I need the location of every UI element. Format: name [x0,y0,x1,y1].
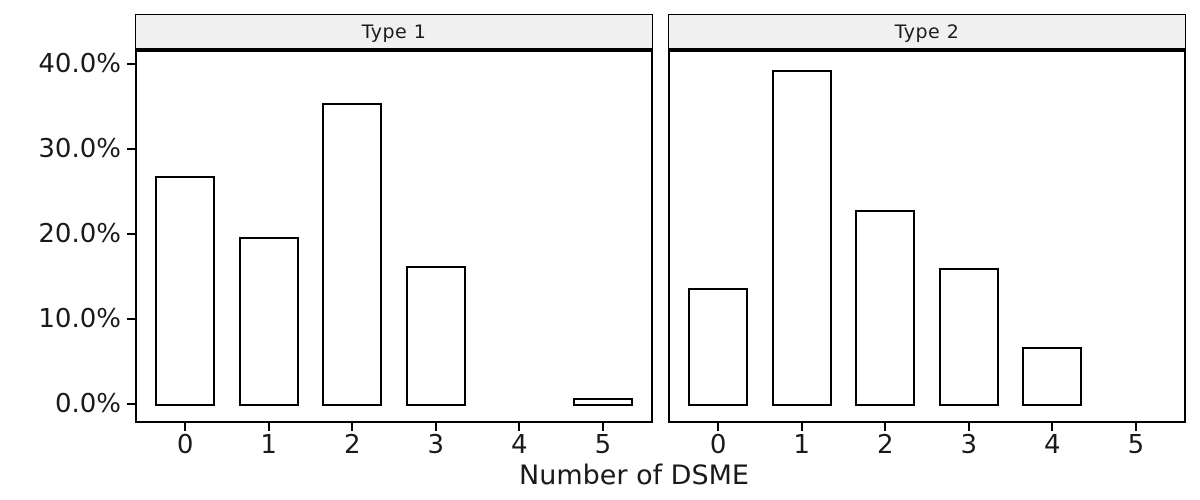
plot-area-type-2 [668,49,1186,423]
x-tick-label: 3 [960,430,978,460]
x-tick-mark [1134,423,1137,431]
bar [406,265,466,406]
x-tick-label: 2 [876,430,894,460]
y-tick-mark [127,63,135,65]
y-tick-mark [127,318,135,320]
facet-strip-type-1: Type 1 [135,14,653,49]
x-tick-mark [1051,423,1054,431]
x-tick-mark [518,423,521,431]
x-tick-mark [267,423,270,431]
y-tick-mark [127,233,135,235]
plot-area-type-1 [135,49,653,423]
bar [772,69,832,406]
x-tick-label: 2 [343,430,361,460]
y-tick-label: 30.0% [38,134,121,164]
bar [939,267,999,406]
facet-strip-label: Type 2 [894,20,960,43]
x-tick-label: 1 [260,430,277,460]
x-tick-mark [717,423,720,431]
x-tick-label: 5 [594,430,612,460]
x-tick-label: 0 [176,430,194,460]
y-tick-label: 0.0% [54,389,121,419]
x-tick-label: 4 [511,430,528,460]
x-tick-mark [184,423,187,431]
x-axis-title: Number of DSME [519,460,749,491]
facet-strip-label: Type 1 [361,20,427,43]
bar [1022,346,1082,406]
y-tick-label: 10.0% [38,304,121,334]
x-tick-label: 4 [1044,430,1061,460]
x-tick-mark [351,423,354,431]
x-tick-label: 3 [427,430,445,460]
x-tick-mark [434,423,437,431]
x-tick-label: 5 [1127,430,1145,460]
bar [855,209,915,406]
x-tick-mark [967,423,970,431]
bar [239,236,299,406]
y-tick-label: 40.0% [38,49,121,79]
y-tick-label: 20.0% [38,219,121,249]
x-tick-label: 1 [793,430,810,460]
bar [155,175,215,406]
x-tick-mark [884,423,887,431]
y-tick-mark [127,148,135,150]
x-tick-mark [601,423,604,431]
x-tick-label: 0 [709,430,727,460]
x-tick-mark [800,423,803,431]
facet-strip-type-2: Type 2 [668,14,1186,49]
y-tick-mark [127,403,135,405]
bar [688,287,748,406]
bar [322,102,382,406]
bar [573,397,633,406]
